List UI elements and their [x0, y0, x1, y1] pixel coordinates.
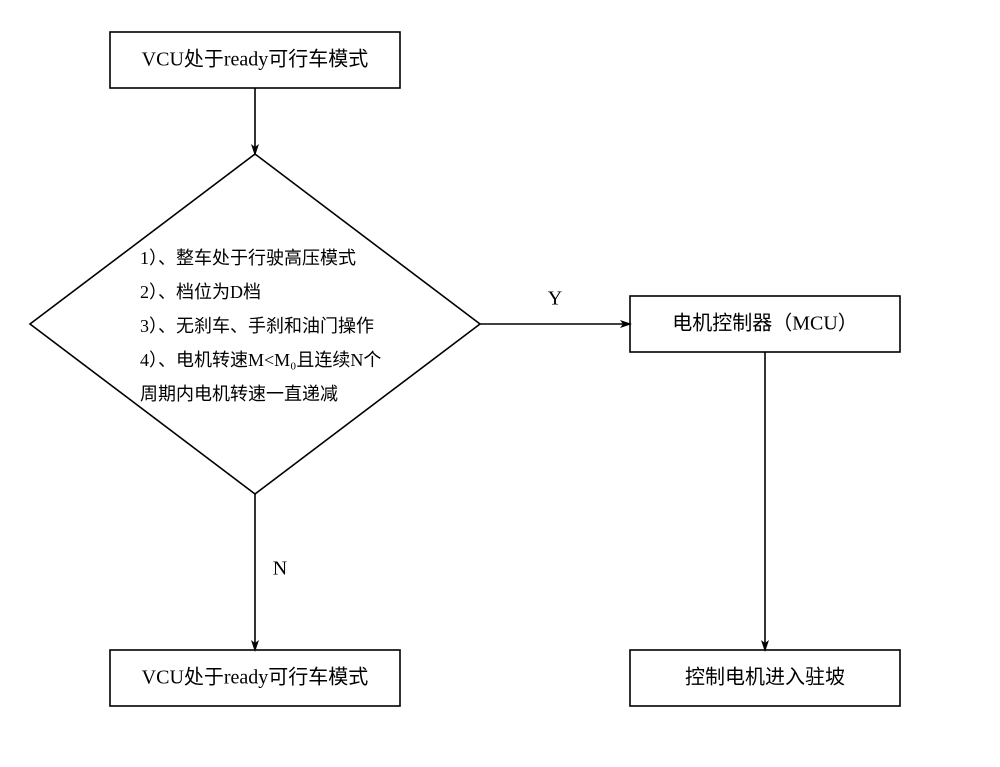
decision-line-4: 4）、电机转速M<M₀且连续N个: [140, 350, 381, 370]
edge-label-y: Y: [548, 288, 562, 310]
start-box-label: VCU处于ready可行车模式: [142, 48, 369, 71]
bottom-left-box-label: VCU处于ready可行车模式: [142, 666, 369, 689]
flowchart-diagram: VCU处于ready可行车模式电机控制器（MCU）VCU处于ready可行车模式…: [0, 0, 1000, 767]
bottom-right-box-label: 控制电机进入驻坡: [685, 666, 845, 689]
decision-line-1: 1）、整车处于行驶高压模式: [140, 248, 356, 268]
decision-line-3: 3）、无刹车、手刹和油门操作: [140, 316, 374, 336]
decision-line-5: 周期内电机转速一直递减: [140, 384, 338, 404]
edge-label-n: N: [273, 558, 287, 580]
decision-line-2: 2）、档位为D档: [140, 282, 261, 302]
mcu-box-label: 电机控制器（MCU）: [672, 312, 858, 335]
